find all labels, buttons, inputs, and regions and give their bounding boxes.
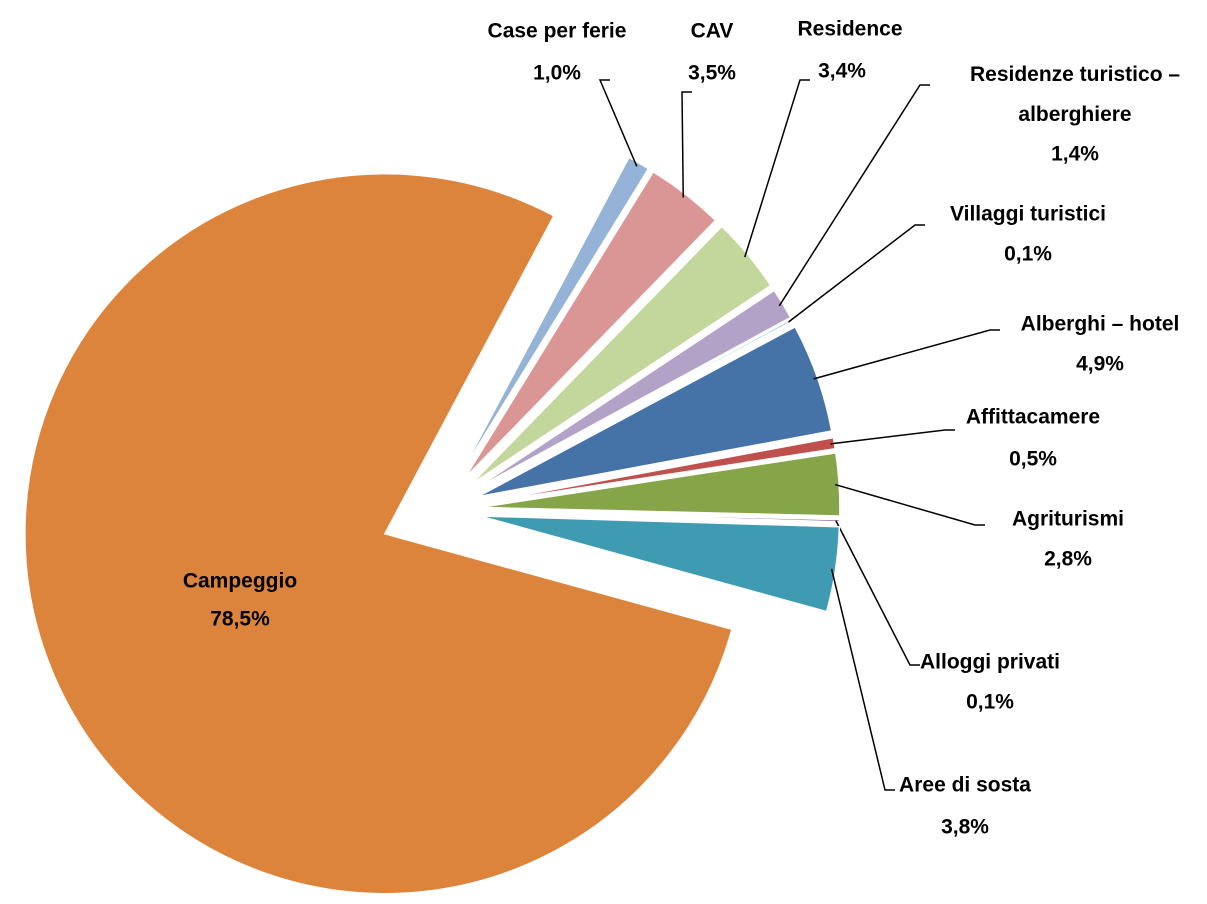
value-label: 0,1% — [1004, 243, 1052, 266]
leader-line — [830, 568, 895, 791]
pie-slice — [463, 170, 717, 479]
leader-line — [598, 79, 638, 167]
slice-label: Agriturismi — [1012, 508, 1124, 531]
slice-label: Alberghi – hotel — [1021, 313, 1180, 336]
leader-line — [813, 329, 1000, 380]
pie-slice — [473, 289, 792, 491]
leader-line — [778, 84, 930, 307]
value-label: 1,0% — [533, 62, 581, 85]
value-label: 0,1% — [966, 691, 1014, 714]
value-label: 3,4% — [818, 60, 866, 83]
pie-slice — [470, 225, 772, 486]
slice-label: CAV — [691, 20, 734, 43]
value-label: 4,9% — [1076, 353, 1124, 376]
slice-label: Residence — [797, 18, 902, 41]
leader-line — [830, 429, 955, 445]
leader-line — [834, 483, 985, 526]
pie-slice — [24, 172, 733, 895]
pie-slice — [479, 515, 841, 613]
leader-line — [744, 79, 810, 258]
slice-label: Villaggi turistici — [950, 203, 1106, 226]
slice-label: Aree di sosta — [899, 774, 1031, 797]
leader-line — [681, 91, 692, 198]
pie-slice — [479, 510, 841, 523]
pie-slice — [479, 451, 841, 517]
slice-label: Residenze turistico – alberghiere — [970, 63, 1180, 126]
value-label: 78,5% — [210, 608, 270, 631]
leader-line — [788, 224, 925, 323]
value-label: 3,5% — [688, 62, 736, 85]
value-label: 0,5% — [1009, 448, 1057, 471]
slice-label: Alloggi privati — [920, 651, 1060, 674]
value-label: 1,4% — [1051, 143, 1099, 166]
slice-label: Case per ferie — [488, 20, 627, 43]
value-label: 3,8% — [941, 816, 989, 839]
leader-line — [835, 520, 920, 666]
slice-label: Affittacamere — [966, 406, 1100, 429]
slice-label: Campeggio — [183, 570, 297, 593]
value-label: 2,8% — [1044, 548, 1092, 571]
pie-slice — [459, 156, 650, 476]
